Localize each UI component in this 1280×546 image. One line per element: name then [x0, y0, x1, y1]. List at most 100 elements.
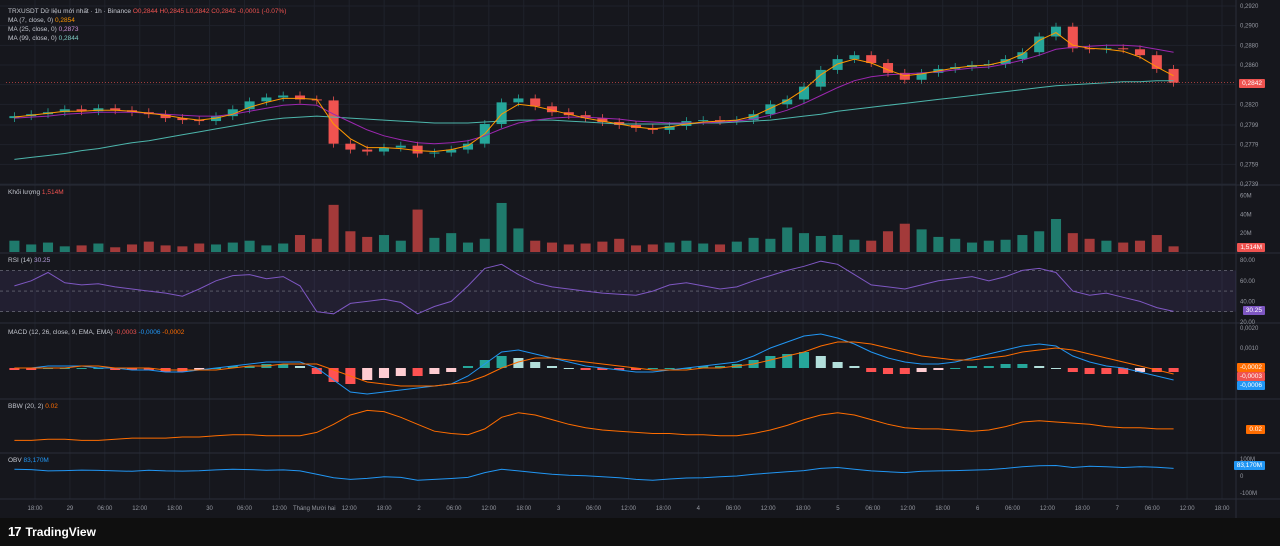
macd-value-2: -0,0006	[138, 329, 161, 336]
volume-bar	[1000, 239, 1011, 252]
macd-tag-3: -0,0006	[1236, 381, 1265, 390]
volume-value: 1,514M	[41, 189, 64, 196]
candle-body	[261, 97, 272, 102]
time-tick-label: 18:00	[516, 506, 532, 512]
signal-line	[14, 341, 1174, 387]
pane-dividers	[0, 0, 1280, 518]
candle-body	[815, 69, 826, 87]
candle-body	[882, 63, 894, 73]
volume-bar	[1101, 240, 1112, 252]
axes: 18:00 29 06:00 12:00 18:00 30 06:00 12:00 Tháng …	[27, 4, 1259, 512]
macd-histogram-bar	[1118, 368, 1129, 374]
macd-histogram-bar	[26, 368, 37, 370]
volume-tick-label: 40M	[1240, 212, 1252, 218]
volume-bar	[731, 241, 742, 252]
ma7-line	[14, 32, 1174, 153]
volume-bar	[748, 237, 759, 252]
chart-canvas[interactable]: 18:00 29 06:00 12:00 18:00 30 06:00 12:00 Tháng …	[0, 0, 1280, 518]
macd-histogram-bar	[950, 368, 961, 369]
price-tick-label: 0,2880	[1240, 43, 1259, 49]
volume-bar	[832, 235, 843, 252]
rsi-tag: 30.25	[1242, 306, 1265, 315]
macd-histogram-bar	[496, 356, 507, 368]
macd-line	[14, 333, 1174, 395]
obv-tag: 83,170M	[1233, 461, 1265, 470]
macd-label: MACD (12, 26, close, 9, EMA, EMA)	[8, 329, 113, 336]
macd-histogram-bar	[378, 368, 390, 378]
volume-bar	[714, 244, 726, 252]
candle-body	[1067, 26, 1078, 49]
time-tick-label: 7	[1116, 506, 1120, 512]
macd-legend[interactable]: MACD (12, 26, close, 9, EMA, EMA) -0,000…	[8, 328, 184, 337]
candle-body	[748, 114, 759, 121]
bbw-legend[interactable]: BBW (20, 2) 0.02	[8, 402, 58, 411]
rsi-legend[interactable]: RSI (14) 30.25	[8, 256, 50, 265]
volume-bar	[328, 204, 339, 252]
candle-body	[278, 95, 289, 98]
macd-tag-1: -0,0002	[1236, 363, 1265, 372]
obv-legend[interactable]: OBV 83,170M	[8, 456, 49, 465]
macd-histogram-bar	[899, 368, 910, 374]
time-tick-label: 18:00	[377, 506, 393, 512]
candle-body	[899, 72, 910, 80]
ma25-legend[interactable]: MA (25, close, 0) 0,2873	[8, 25, 286, 34]
volume-bar	[210, 244, 222, 252]
candle-body	[714, 120, 726, 122]
volume-legend[interactable]: Khối lượng 1,514M	[8, 188, 64, 197]
time-tick-label: 30	[206, 506, 213, 512]
time-tick-label: 06:00	[865, 506, 881, 512]
time-tick-label: 2	[417, 506, 421, 512]
macd-histogram-bar	[597, 368, 608, 370]
macd-histogram-bar	[1000, 364, 1011, 368]
volume-bar	[765, 238, 776, 252]
volume-bar	[227, 242, 238, 252]
macd-histogram-bar	[983, 366, 994, 368]
candle-body	[798, 86, 810, 100]
volume-bar	[983, 240, 994, 252]
macd-histogram-bar	[614, 368, 625, 370]
volume-bar	[42, 242, 54, 252]
rsi-tick-label: 80.00	[1240, 258, 1256, 264]
macd-histogram-bar	[765, 356, 776, 368]
volume-bar	[345, 231, 356, 252]
tradingview-logo[interactable]: 17 TradingView	[8, 524, 96, 539]
candle-body	[664, 125, 675, 130]
symbol-line[interactable]: TRXUSDT Dữ liệu mới nhất · 1h · Binance …	[8, 7, 286, 16]
time-tick-label: 12:00	[481, 506, 497, 512]
time-tick-label: 12:00	[132, 506, 148, 512]
volume-bar	[664, 242, 675, 252]
macd-histogram-bar	[1168, 368, 1179, 372]
ma99-value: 0,2844	[58, 35, 79, 42]
volume-bar	[362, 236, 373, 252]
volume-bar	[933, 236, 944, 252]
ma99-legend[interactable]: MA (99, close, 0) 0,2844	[8, 34, 286, 43]
time-tick-label: 29	[67, 506, 74, 512]
time-tick-label: 12:00	[1040, 506, 1056, 512]
candle-body	[160, 114, 171, 119]
macd-histogram-bar	[1084, 368, 1095, 374]
time-tick-label: 12:00	[342, 506, 358, 512]
bbw-value: 0.02	[45, 403, 58, 410]
price-tick-label: 0,2900	[1240, 24, 1259, 30]
price-series	[6, 22, 1236, 160]
ma7-legend[interactable]: MA (7, close, 0) 0,2854	[8, 16, 286, 25]
macd-histogram-bar	[446, 368, 457, 372]
macd-histogram-bar	[849, 366, 860, 368]
rsi-value: 30.25	[34, 257, 51, 264]
candle-body	[429, 152, 440, 154]
bbw-line	[14, 409, 1174, 441]
time-tick-label: 18:00	[1075, 506, 1091, 512]
rsi-tick-label: 40.00	[1240, 299, 1256, 305]
time-tick-label: 06:00	[446, 506, 462, 512]
volume-bar	[563, 244, 574, 252]
candle-body	[378, 147, 390, 152]
macd-tag-2: -0,0003	[1236, 372, 1265, 381]
bbw-label: BBW (20, 2)	[8, 403, 44, 410]
volume-bar	[261, 245, 272, 252]
macd-histogram-bar	[530, 362, 541, 368]
volume-bar	[1151, 235, 1162, 252]
macd-tick-label: 0,0010	[1240, 346, 1259, 352]
macd-histogram-bar	[311, 368, 322, 374]
candle-body	[546, 106, 558, 113]
time-tick-label: 18:00	[935, 506, 951, 512]
